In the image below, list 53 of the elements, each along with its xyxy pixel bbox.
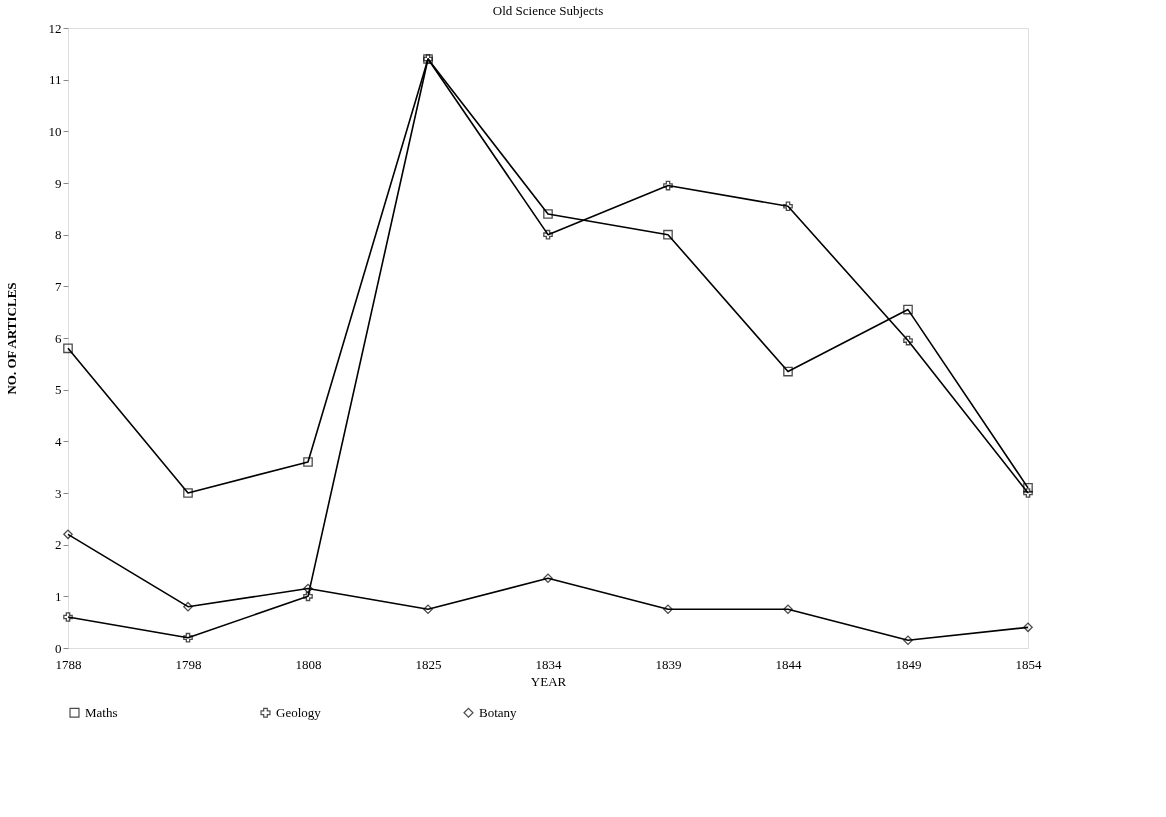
y-tick-label: 6: [55, 330, 62, 346]
x-tick-label: 1834: [535, 656, 562, 672]
x-tick-label: 1839: [655, 656, 682, 672]
y-axis-title: NO. OF ARTICLES: [3, 282, 19, 395]
point: [63, 529, 73, 540]
point: [1023, 483, 1033, 493]
x-tick-label: 1798: [175, 656, 202, 672]
y-tick-label: 2: [55, 537, 62, 553]
chart-title: Old Science Subjects: [492, 3, 604, 18]
y-tick-label: 1: [55, 588, 62, 604]
point: [1023, 622, 1033, 633]
y-tick-label: 9: [55, 175, 62, 191]
point: [183, 601, 193, 612]
y-tick-label: 7: [55, 278, 62, 294]
point: [63, 343, 73, 354]
point: [783, 604, 793, 615]
y-tick-label: 4: [55, 433, 62, 449]
point: [903, 635, 913, 646]
legend-label: Botany: [479, 704, 518, 720]
point: [783, 366, 793, 377]
point: [183, 632, 193, 643]
point: [63, 612, 73, 622]
legend-label: Geology: [276, 704, 322, 720]
point: [903, 304, 913, 315]
y-tick-label: 8: [55, 227, 62, 243]
y-tick-label: 0: [55, 640, 62, 656]
y-tick-label: 12: [48, 20, 62, 36]
legend-label: Maths: [85, 704, 118, 720]
point: [663, 229, 673, 240]
point: [1023, 488, 1033, 498]
x-tick-label: 1788: [55, 656, 82, 672]
x-axis-title: YEAR: [530, 673, 567, 689]
point: [663, 604, 673, 615]
y-tick-label: 3: [55, 485, 62, 501]
point: [663, 180, 673, 191]
x-tick-label: 1844: [775, 656, 802, 672]
point: [903, 335, 913, 346]
point: [543, 209, 553, 219]
point: [543, 573, 553, 584]
point: [423, 604, 433, 615]
y-tick-label: 5: [55, 382, 62, 398]
point: [783, 201, 793, 212]
x-tick-label: 1854: [1015, 656, 1042, 672]
point: [303, 583, 313, 594]
x-tick-label: 1825: [415, 656, 442, 672]
point: [183, 488, 193, 498]
point: [543, 229, 553, 240]
point: [303, 591, 313, 602]
x-tick-label: 1849: [895, 656, 922, 672]
y-tick-label: 11: [48, 72, 62, 88]
point: [303, 457, 313, 467]
x-tick-label: 1808: [295, 656, 322, 672]
y-tick-label: 10: [48, 123, 62, 139]
